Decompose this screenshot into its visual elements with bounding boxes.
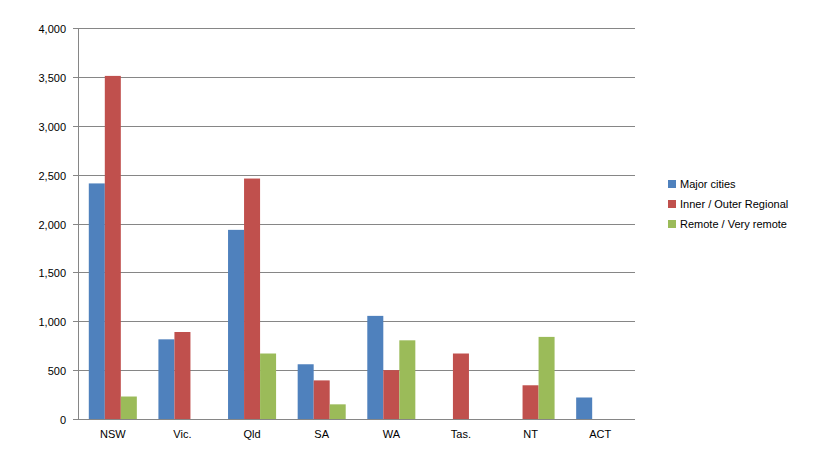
x-axis-line	[78, 419, 635, 420]
grid-line	[78, 321, 635, 322]
bar	[314, 380, 330, 419]
y-tick-label: 2,500	[38, 170, 66, 182]
bar	[576, 397, 592, 419]
legend-swatch	[668, 220, 676, 228]
bar	[539, 337, 555, 419]
x-tick-label: ACT	[589, 428, 611, 440]
bar	[507, 419, 523, 420]
y-tick	[73, 321, 78, 322]
legend-label: Inner / Outer Regional	[680, 198, 788, 210]
bar	[330, 404, 346, 419]
bar	[367, 316, 383, 419]
y-tick	[73, 370, 78, 371]
grid-line	[78, 175, 635, 176]
legend: Major cities Inner / Outer Regional Remote…	[668, 178, 788, 230]
bars	[89, 76, 592, 419]
bar	[260, 354, 276, 419]
chart-container: 0 500 1,000 1,500 2,000 2,500 3,000 3,500 4,000 N…	[0, 0, 820, 460]
bar	[190, 419, 206, 420]
grid-line	[78, 419, 635, 420]
bar	[383, 370, 399, 419]
y-tick	[73, 272, 78, 273]
y-tick-label: 500	[48, 365, 66, 377]
y-tick-label: 2,000	[38, 219, 66, 231]
bar	[399, 340, 415, 419]
bar	[121, 397, 137, 419]
bar	[244, 179, 260, 419]
bar	[298, 364, 314, 419]
y-tick	[73, 28, 78, 29]
y-axis-line	[78, 28, 79, 419]
chart-svg: 0 500 1,000 1,500 2,000 2,500 3,000 3,500 4,000 N…	[0, 0, 820, 460]
y-axis: 0 500 1,000 1,500 2,000 2,500 3,000 3,500 4,000	[38, 23, 78, 426]
x-tick-label: SA	[314, 428, 329, 440]
grid-line	[78, 126, 635, 127]
legend-swatch	[668, 180, 676, 188]
bar	[453, 354, 469, 419]
grid	[78, 29, 635, 420]
grid-line	[78, 77, 635, 78]
bar	[437, 419, 453, 420]
y-tick	[73, 77, 78, 78]
bar	[105, 76, 121, 419]
x-tick-label: Vic.	[173, 428, 191, 440]
x-tick-label: NT	[523, 428, 538, 440]
y-tick	[73, 224, 78, 225]
bar	[158, 339, 174, 419]
y-tick	[73, 419, 78, 420]
y-tick-label: 0	[60, 414, 66, 426]
y-tick-label: 4,000	[38, 23, 66, 35]
legend-label: Major cities	[680, 178, 736, 190]
bar	[174, 332, 190, 419]
grid-line	[78, 28, 635, 29]
grid-line	[78, 272, 635, 273]
y-tick-label: 1,000	[38, 316, 66, 328]
bar	[608, 419, 624, 420]
legend-swatch	[668, 200, 676, 208]
bar	[228, 230, 244, 419]
y-tick-label: 1,500	[38, 267, 66, 279]
x-tick-label: Qld	[244, 428, 261, 440]
y-tick-label: 3,000	[38, 121, 66, 133]
x-tick-label: NSW	[100, 428, 126, 440]
axes: NSW Vic. Qld SA WA Tas. NT ACT	[78, 28, 635, 440]
legend-label: Remote / Very remote	[680, 218, 787, 230]
x-tick-label: WA	[383, 428, 401, 440]
x-tick-label: Tas.	[451, 428, 471, 440]
bar	[89, 183, 105, 419]
y-tick	[73, 175, 78, 176]
bar	[523, 385, 539, 419]
grid-line	[78, 224, 635, 225]
bar	[469, 419, 485, 420]
bar	[592, 419, 608, 420]
y-tick-label: 3,500	[38, 72, 66, 84]
y-tick	[73, 126, 78, 127]
